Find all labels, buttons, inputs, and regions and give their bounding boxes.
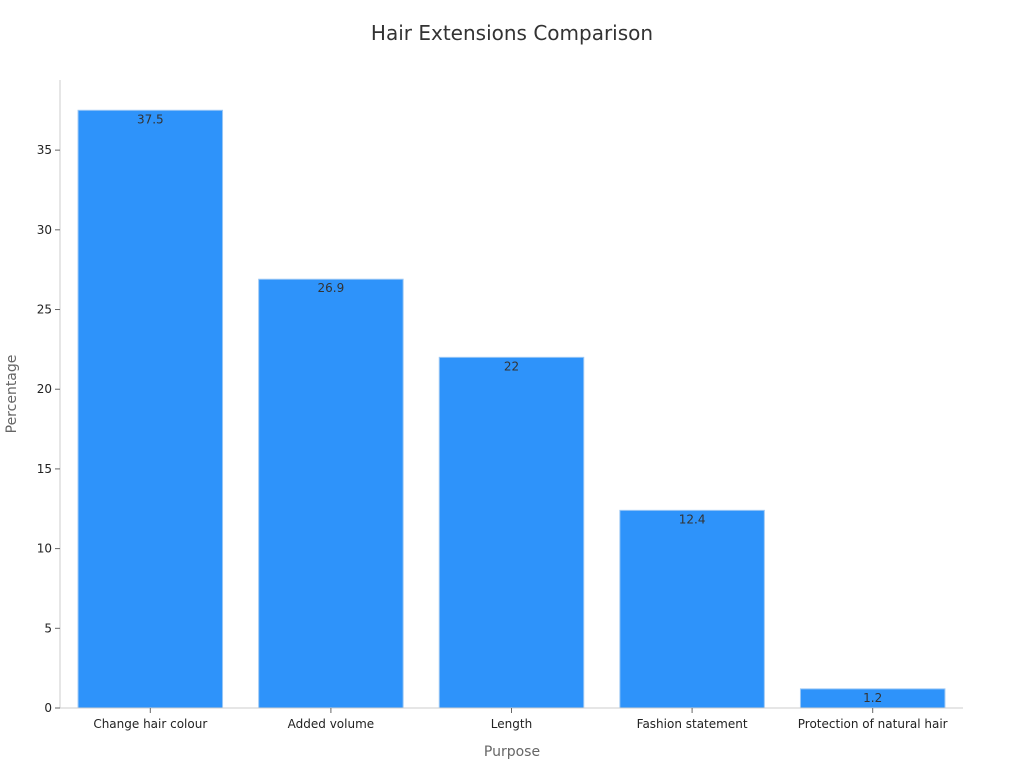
bar-value-label: 12.4 — [679, 512, 706, 526]
bar — [619, 509, 765, 709]
x-tick-label: Length — [491, 717, 532, 731]
bar — [77, 109, 224, 709]
chart-title: Hair Extensions Comparison — [371, 21, 653, 45]
bar-value-label: 37.5 — [137, 112, 164, 126]
bar — [258, 278, 404, 709]
x-tick-label: Protection of natural hair — [798, 717, 948, 731]
bar — [438, 356, 585, 709]
x-axis-label: Purpose — [484, 744, 540, 760]
y-tick-label: 5 — [44, 621, 52, 635]
x-tick-label: Change hair colour — [93, 717, 207, 731]
x-tick-label: Added volume — [288, 717, 375, 731]
bar-labels-group: 37.5 26.9 22 12.4 1.2 — [137, 112, 882, 705]
y-tick-label: 10 — [37, 542, 52, 556]
y-ticks-group: 0 5 10 15 20 25 30 35 — [37, 143, 60, 715]
y-tick-label: 30 — [37, 223, 52, 237]
y-tick-label: 0 — [44, 701, 52, 715]
y-tick-label: 25 — [37, 303, 52, 317]
y-tick-label: 15 — [37, 462, 52, 476]
y-axis-label: Percentage — [4, 355, 20, 434]
x-ticks-group: Change hair colour Added volume Length Fash… — [93, 708, 948, 731]
y-tick-label: 20 — [37, 382, 52, 396]
bar-value-label: 26.9 — [318, 281, 345, 295]
x-tick-label: Fashion statement — [637, 717, 748, 731]
bar-value-label: 1.2 — [863, 691, 882, 705]
bars-group — [77, 109, 946, 709]
bar-value-label: 22 — [504, 359, 519, 373]
y-tick-label: 35 — [37, 143, 52, 157]
